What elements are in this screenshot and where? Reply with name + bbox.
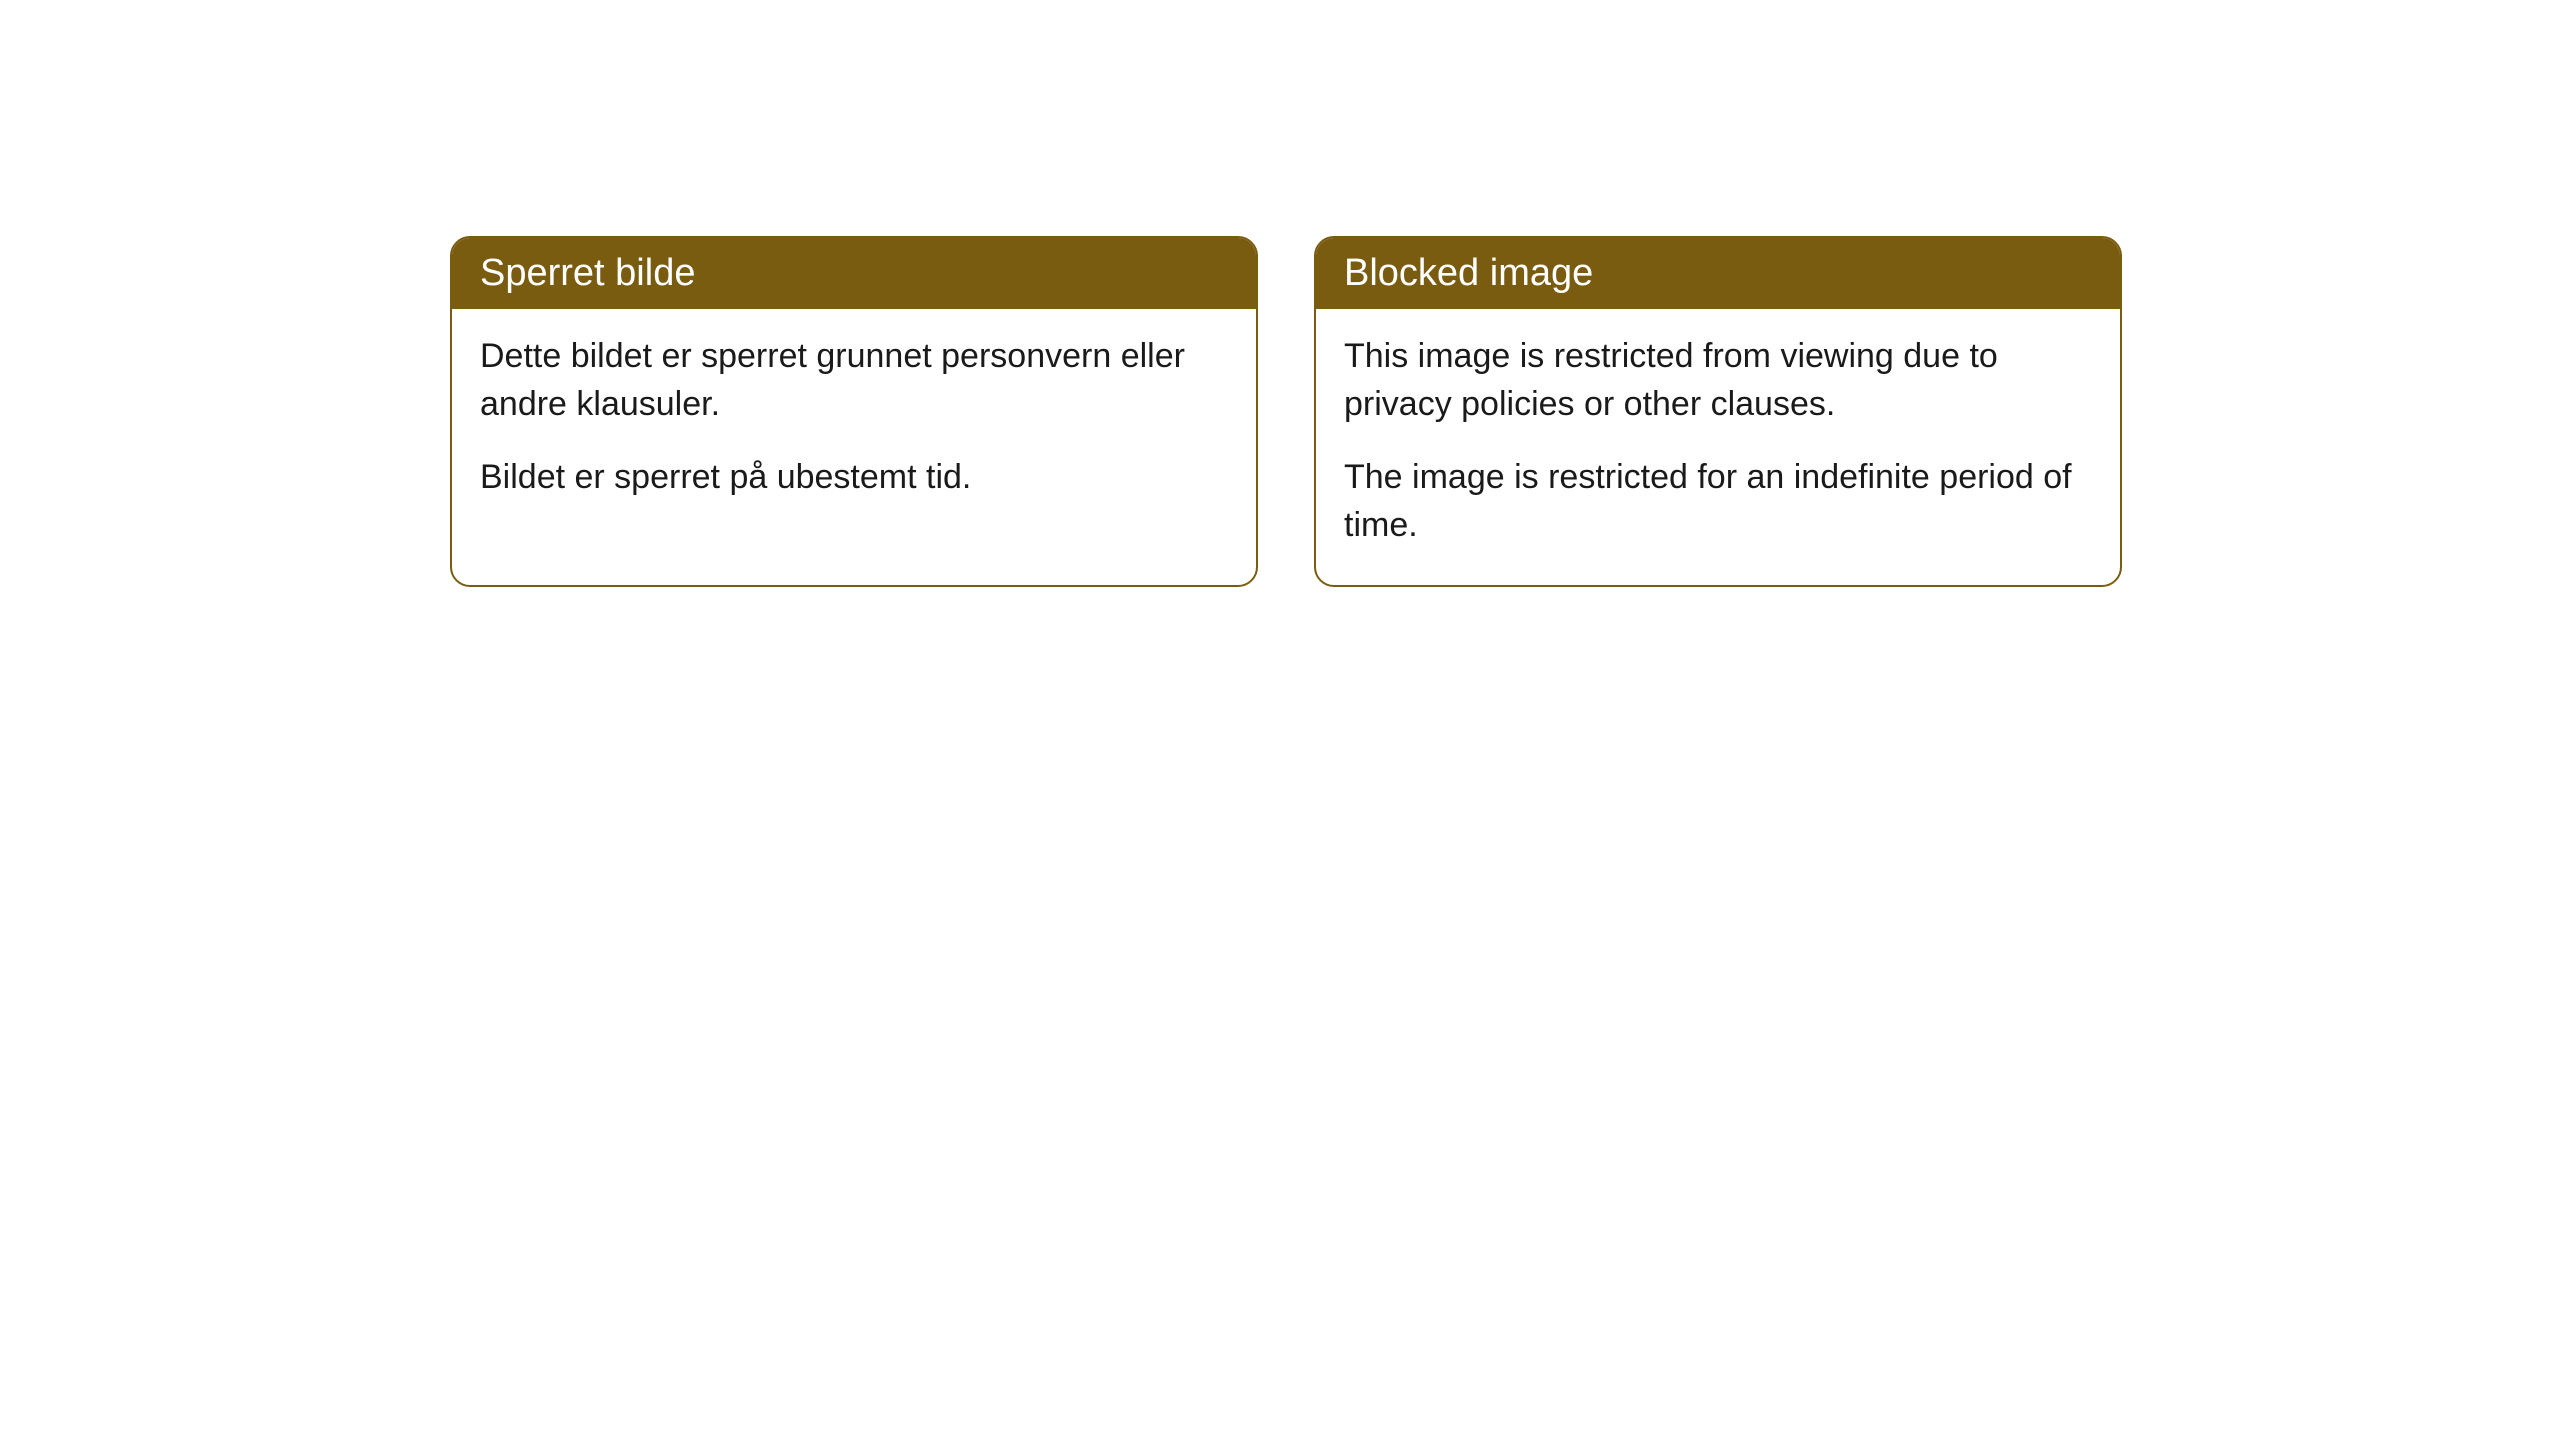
card-paragraph: This image is restricted from viewing du… bbox=[1344, 333, 2092, 428]
card-header: Blocked image bbox=[1316, 238, 2120, 309]
notice-container: Sperret bilde Dette bildet er sperret gr… bbox=[450, 236, 2122, 587]
card-header: Sperret bilde bbox=[452, 238, 1256, 309]
card-body: Dette bildet er sperret grunnet personve… bbox=[452, 309, 1256, 538]
card-paragraph: The image is restricted for an indefinit… bbox=[1344, 454, 2092, 549]
card-title: Blocked image bbox=[1344, 252, 1593, 294]
card-body: This image is restricted from viewing du… bbox=[1316, 309, 2120, 585]
card-paragraph: Bildet er sperret på ubestemt tid. bbox=[480, 454, 1228, 502]
card-paragraph: Dette bildet er sperret grunnet personve… bbox=[480, 333, 1228, 428]
card-title: Sperret bilde bbox=[480, 252, 695, 294]
notice-card-norwegian: Sperret bilde Dette bildet er sperret gr… bbox=[450, 236, 1258, 587]
notice-card-english: Blocked image This image is restricted f… bbox=[1314, 236, 2122, 587]
